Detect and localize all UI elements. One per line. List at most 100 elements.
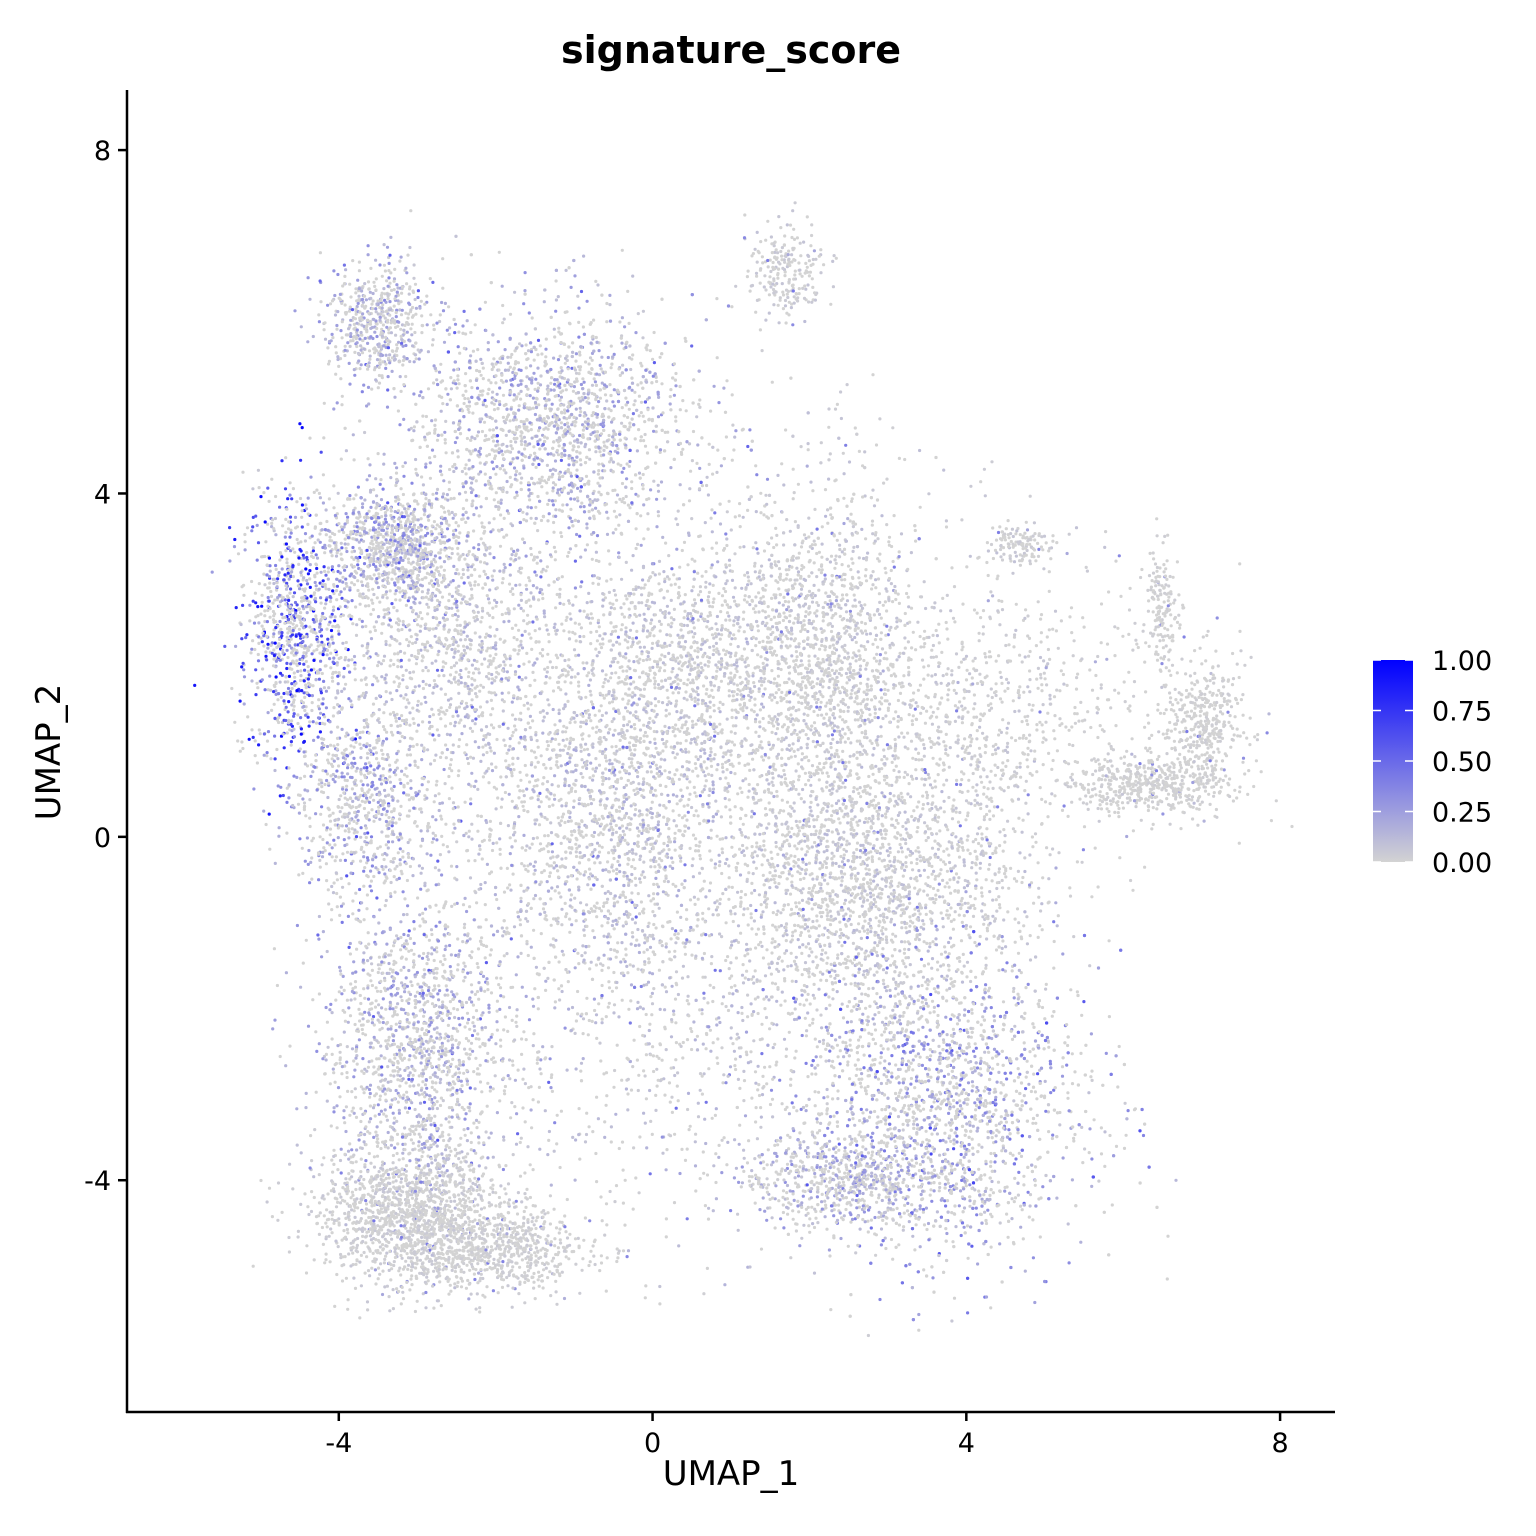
cell-point	[333, 619, 337, 623]
cell-point	[288, 690, 292, 694]
cell-point	[580, 435, 585, 439]
cell-point	[577, 396, 581, 400]
cell-point	[569, 497, 573, 501]
cell-point	[388, 589, 392, 593]
cell-point	[536, 442, 540, 446]
cell-point	[605, 532, 610, 537]
cell-point	[288, 493, 292, 497]
cell-point	[391, 318, 395, 322]
cell-point	[594, 394, 599, 398]
cell-point	[773, 560, 777, 564]
cell-point	[501, 356, 505, 361]
cell-point	[447, 305, 451, 309]
cell-point	[455, 367, 459, 371]
cell-point	[380, 748, 384, 753]
cell-point	[331, 891, 336, 895]
cell-point	[343, 353, 347, 358]
cell-point	[755, 473, 759, 477]
cell-point	[482, 525, 486, 529]
cell-point	[374, 568, 378, 572]
cell-point	[351, 511, 355, 515]
cell-point	[375, 358, 380, 362]
cell-point	[603, 383, 607, 387]
cell-point	[573, 380, 577, 384]
cell-point	[230, 686, 234, 691]
cell-point	[635, 408, 639, 412]
cell-point	[567, 401, 571, 405]
cell-point	[399, 389, 403, 393]
cell-point	[516, 456, 520, 460]
cell-point	[546, 427, 550, 431]
cell-point	[321, 702, 325, 706]
cell-point	[559, 531, 563, 535]
cell-point	[283, 598, 287, 602]
cell-point	[340, 751, 344, 755]
cell-point	[324, 598, 328, 602]
cell-point	[377, 805, 381, 809]
cell-point	[479, 357, 483, 361]
cell-point	[536, 381, 540, 385]
cell-point	[344, 577, 348, 581]
cell-point	[440, 535, 444, 539]
cell-point	[615, 493, 620, 497]
cell-point	[318, 619, 323, 623]
cell-point	[401, 464, 405, 468]
cell-point	[285, 581, 289, 585]
cell-point	[618, 438, 622, 442]
cell-point	[439, 464, 443, 468]
cell-point	[612, 438, 616, 442]
cell-point	[396, 586, 400, 590]
cell-point	[401, 565, 405, 570]
cell-point	[648, 349, 652, 353]
cell-point	[309, 475, 313, 479]
cell-point	[504, 471, 508, 475]
cell-point	[352, 458, 356, 462]
cell-point	[443, 497, 447, 501]
cell-point	[707, 462, 711, 466]
cell-point	[536, 494, 540, 499]
cell-point	[322, 686, 326, 690]
cell-point	[366, 385, 371, 389]
cell-point	[519, 434, 523, 438]
cell-point	[234, 606, 238, 610]
cell-point	[278, 558, 282, 562]
cell-point	[433, 427, 437, 431]
cell-point	[453, 462, 457, 467]
cell-point	[308, 816, 312, 820]
cell-point	[487, 378, 491, 382]
cell-point	[642, 503, 646, 507]
cell-point	[559, 395, 564, 399]
cell-point	[589, 341, 593, 345]
cell-point	[398, 308, 402, 312]
cell-point	[274, 563, 278, 568]
cell-point	[588, 500, 593, 504]
cell-point	[431, 583, 435, 587]
cell-point	[340, 403, 344, 407]
cell-point	[457, 541, 461, 545]
cell-point	[481, 389, 485, 393]
cell-point	[296, 721, 300, 726]
cell-point	[524, 332, 528, 336]
cell-point	[243, 532, 247, 537]
cell-point	[346, 341, 350, 345]
cell-point	[335, 577, 339, 581]
cell-point	[519, 379, 523, 383]
cell-point	[529, 350, 534, 354]
cell-point	[285, 786, 289, 790]
cell-point	[524, 352, 528, 356]
cell-point	[339, 541, 343, 545]
cell-point	[343, 344, 347, 348]
cell-point	[443, 510, 447, 514]
cell-point	[318, 279, 322, 283]
cell-point	[326, 528, 330, 533]
cell-point	[362, 529, 367, 534]
cell-point	[302, 750, 306, 754]
cell-point	[443, 430, 447, 434]
cell-point	[403, 574, 407, 578]
cell-point	[385, 730, 389, 734]
cell-point	[240, 740, 244, 744]
cell-point	[560, 534, 564, 539]
cell-point	[668, 395, 672, 399]
cell-point	[338, 592, 342, 597]
cell-point	[479, 537, 483, 541]
